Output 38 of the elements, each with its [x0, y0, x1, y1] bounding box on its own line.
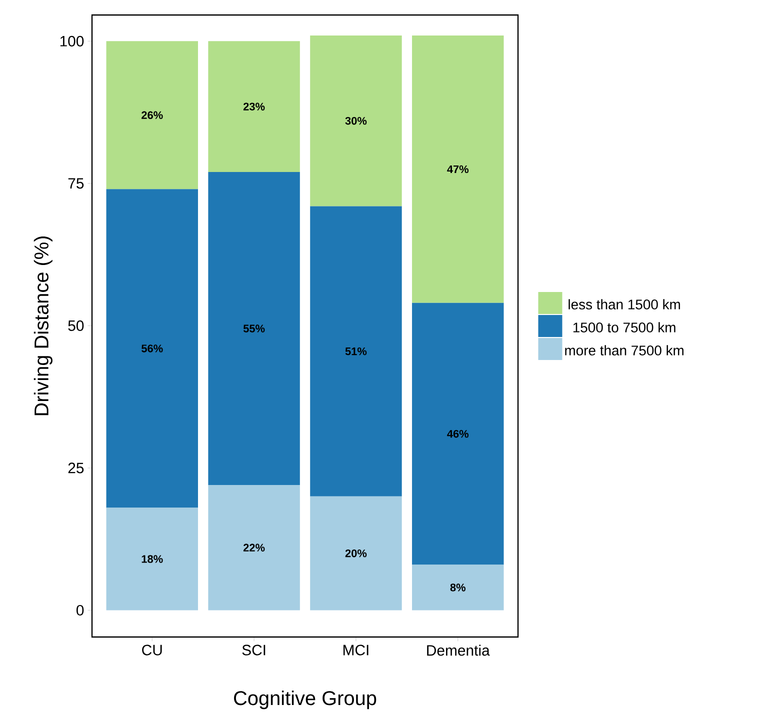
bar	[106, 508, 198, 610]
legend-label: more than 7500 km	[565, 345, 684, 356]
bar	[310, 496, 402, 610]
x-tick-label: SCI	[242, 644, 266, 656]
y-tick-label: 50	[68, 320, 84, 331]
legend-label: 1500 to 7500 km	[573, 322, 676, 332]
data-label: 47%	[447, 165, 469, 174]
bar	[106, 41, 198, 190]
bar	[310, 35, 402, 206]
bar	[208, 172, 300, 486]
data-label: 22%	[243, 544, 265, 552]
data-label: 20%	[345, 549, 367, 558]
data-label: 18%	[142, 555, 163, 563]
data-label: 30%	[345, 116, 367, 125]
data-label: 8%	[450, 584, 466, 592]
data-label: 46%	[447, 430, 469, 438]
bar	[310, 206, 402, 496]
y-tick-label: 0	[76, 604, 84, 616]
x-axis-title: Cognitive Group	[234, 690, 376, 710]
bar	[412, 564, 504, 610]
data-label: 55%	[243, 324, 265, 332]
data-label: 26%	[142, 111, 163, 120]
y-tick-label: 75	[68, 178, 84, 189]
bar	[412, 302, 504, 565]
legend-label: less than 1500 km	[568, 299, 680, 310]
bar	[208, 485, 300, 610]
y-tick-label: 100	[60, 36, 84, 46]
bar	[412, 35, 504, 303]
bar	[208, 41, 300, 172]
y-axis-title: Driving Distance (%)	[34, 236, 52, 416]
x-tick-label: MCI	[343, 644, 368, 656]
bar	[106, 189, 198, 508]
x-tick-label: Dementia	[427, 644, 490, 656]
data-label: 23%	[243, 102, 265, 110]
data-label: 51%	[345, 347, 367, 356]
y-tick-label: 25	[68, 462, 84, 474]
data-label: 56%	[142, 344, 163, 352]
x-tick-label: CU	[142, 644, 162, 656]
